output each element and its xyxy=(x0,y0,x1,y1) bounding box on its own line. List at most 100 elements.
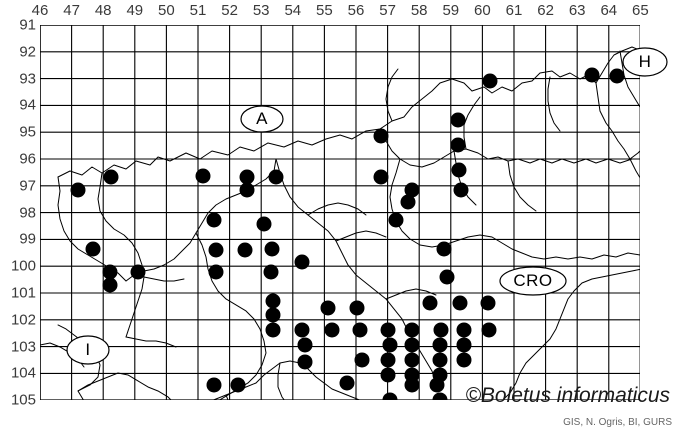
row-label-101: 101 xyxy=(10,284,36,302)
occurrence-dot xyxy=(609,68,625,84)
data-source-attribution: GIS, N. Ogris, BI, GURS xyxy=(563,417,672,428)
occurrence-dot xyxy=(382,392,398,401)
row-label-92: 92 xyxy=(19,43,36,61)
occurrence-dot xyxy=(373,128,389,144)
occurrence-dot xyxy=(195,168,211,184)
occurrence-dot xyxy=(230,377,246,393)
country-tag-ellipse-icon xyxy=(66,335,110,365)
country-tag-h: H xyxy=(621,46,669,78)
occurrence-dot xyxy=(349,300,365,316)
row-label-103: 103 xyxy=(10,338,36,356)
occurrence-dot xyxy=(263,264,279,280)
column-label-49: 49 xyxy=(126,2,144,19)
map-canvas xyxy=(40,25,641,401)
occurrence-dot xyxy=(432,392,448,401)
column-label-65: 65 xyxy=(632,2,649,19)
occurrence-dot xyxy=(352,322,368,338)
row-label-102: 102 xyxy=(10,311,36,329)
occurrence-dot xyxy=(320,300,336,316)
occurrence-dot xyxy=(400,194,416,210)
occurrence-dot xyxy=(102,277,118,293)
occurrence-dot xyxy=(373,169,389,185)
occurrence-dot xyxy=(456,322,472,338)
occurrence-dot xyxy=(452,295,468,311)
occurrence-dot xyxy=(456,337,472,353)
occurrence-dot xyxy=(433,322,449,338)
occurrence-dot xyxy=(380,352,396,368)
column-label-47: 47 xyxy=(63,2,80,19)
occurrence-dot xyxy=(294,254,310,270)
column-label-46: 46 xyxy=(31,2,49,19)
row-label-97: 97 xyxy=(19,177,36,195)
occurrence-dot xyxy=(382,337,398,353)
row-label-93: 93 xyxy=(19,70,36,88)
occurrence-dot xyxy=(481,322,497,338)
row-label-99: 99 xyxy=(19,230,36,248)
occurrence-dot xyxy=(294,322,310,338)
country-tag-i: I xyxy=(65,334,111,366)
occurrence-dot xyxy=(103,169,119,185)
occurrence-dot xyxy=(354,352,370,368)
occurrence-dot xyxy=(450,137,466,153)
column-label-51: 51 xyxy=(189,2,207,19)
column-label-53: 53 xyxy=(252,2,270,19)
occurrence-dot xyxy=(404,182,420,198)
column-label-62: 62 xyxy=(537,2,554,19)
occurrence-dot xyxy=(239,169,255,185)
occurrence-dot xyxy=(265,322,281,338)
map-plot-area xyxy=(40,25,641,401)
occurrence-dot xyxy=(70,182,86,198)
occurrence-dot xyxy=(102,264,118,280)
occurrence-dot xyxy=(265,293,281,309)
occurrence-dot xyxy=(130,264,146,280)
occurrence-dot xyxy=(85,241,101,257)
country-tag-ellipse-icon xyxy=(499,266,567,296)
occurrence-dot xyxy=(432,337,448,353)
grid-lines xyxy=(40,25,641,401)
occurrence-dot xyxy=(208,264,224,280)
column-label-48: 48 xyxy=(94,2,112,19)
occurrence-dot xyxy=(436,241,452,257)
occurrence-dot xyxy=(265,307,281,323)
occurrence-dot xyxy=(339,375,355,391)
occurrence-dot xyxy=(297,354,313,370)
occurrence-dots xyxy=(70,67,625,401)
occurrence-dot xyxy=(584,67,600,83)
occurrence-dot xyxy=(482,73,498,89)
occurrence-dot xyxy=(439,269,455,285)
country-tag-ellipse-icon xyxy=(240,105,284,133)
occurrence-dot xyxy=(404,377,420,393)
row-label-94: 94 xyxy=(19,96,36,114)
occurrence-dot xyxy=(450,112,466,128)
occurrence-dot xyxy=(256,216,272,232)
occurrence-dot xyxy=(429,377,445,393)
occurrence-dot xyxy=(380,367,396,383)
row-label-105: 105 xyxy=(10,391,36,409)
occurrence-dot xyxy=(297,337,313,353)
occurrence-dot xyxy=(388,212,404,228)
occurrence-dot xyxy=(237,242,253,258)
occurrence-dot xyxy=(432,352,448,368)
occurrence-dot xyxy=(480,295,496,311)
row-label-98: 98 xyxy=(19,204,36,222)
occurrence-dot xyxy=(456,352,472,368)
occurrence-dot xyxy=(404,352,420,368)
occurrence-dot xyxy=(380,322,396,338)
country-tag-a: A xyxy=(239,104,285,134)
occurrence-dot xyxy=(404,322,420,338)
country-tag-label: A xyxy=(256,109,268,128)
borders-and-hydrography-layer xyxy=(40,46,641,401)
occurrence-dot xyxy=(208,242,224,258)
occurrence-dot xyxy=(453,182,469,198)
row-label-91: 91 xyxy=(19,16,36,34)
row-label-96: 96 xyxy=(19,150,36,168)
column-label-59: 59 xyxy=(442,2,460,19)
column-label-60: 60 xyxy=(474,2,491,19)
row-label-100: 100 xyxy=(10,257,36,275)
row-label-95: 95 xyxy=(19,123,36,141)
occurrence-dot xyxy=(268,169,284,185)
column-label-63: 63 xyxy=(568,2,586,19)
column-label-61: 61 xyxy=(505,2,523,19)
occurrence-dot xyxy=(206,377,222,393)
